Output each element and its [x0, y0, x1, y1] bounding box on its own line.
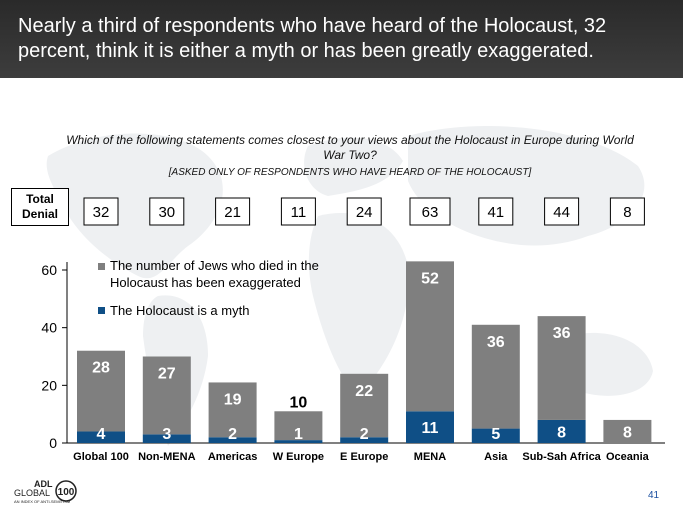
total-denial-value: 30	[158, 204, 175, 221]
title-bar: Nearly a third of respondents who have h…	[0, 0, 683, 78]
data-label-exaggerated: 36	[487, 334, 505, 351]
x-category-label: Non-MENA	[138, 451, 195, 463]
total-denial-value: 8	[623, 204, 631, 221]
world-map-background	[46, 126, 653, 446]
total-denial-label-line2: Denial	[21, 207, 58, 221]
logo-global: GLOBAL	[14, 488, 50, 498]
slide-title: Nearly a third of respondents who have h…	[18, 15, 607, 62]
data-label-myth: 8	[557, 424, 566, 441]
data-label-myth: 1	[294, 426, 303, 443]
logo-tagline: AN INDEX OF ANTI-SEMITISM	[14, 499, 70, 504]
bar-exaggerated	[471, 324, 520, 429]
bar-exaggerated	[77, 350, 125, 432]
total-denial-box	[280, 197, 316, 226]
bar-exaggerated	[406, 261, 454, 412]
bar-exaggerated	[340, 373, 389, 438]
data-label-exaggerated: 22	[355, 383, 373, 400]
total-denial-value: 44	[553, 204, 570, 221]
x-category-label: Oceania	[606, 451, 650, 463]
logo-number: 100	[58, 487, 75, 498]
legend-label-myth: The Holocaust is a myth	[110, 303, 249, 318]
bar-myth	[406, 411, 454, 443]
bar-myth	[274, 440, 323, 443]
data-label-exaggerated: 10	[290, 394, 308, 411]
data-label-myth: 2	[360, 426, 369, 443]
data-label-exaggerated: 28	[92, 360, 110, 377]
bar-exaggerated	[142, 356, 191, 435]
bar-myth	[340, 437, 389, 443]
total-denial-value: 41	[487, 204, 504, 221]
total-denial-label-line1: Total	[26, 192, 54, 206]
bar-myth	[471, 428, 520, 443]
data-label-exaggerated: 19	[224, 391, 242, 408]
data-label-myth: 5	[491, 426, 500, 443]
legend-swatch-exaggerated	[98, 263, 105, 270]
y-tick-label: 40	[41, 320, 57, 336]
total-denial-box	[346, 197, 382, 226]
total-denial-box	[149, 197, 185, 226]
y-tick-label: 0	[49, 435, 57, 451]
total-denial-value: 32	[93, 204, 110, 221]
data-label-myth: 2	[228, 426, 237, 443]
data-label-myth: 11	[422, 420, 439, 437]
x-category-label: Asia	[484, 451, 508, 463]
x-category-label: E Europe	[340, 451, 388, 463]
survey-question: Which of the following statements comes …	[66, 133, 634, 162]
logo-adl: ADL	[34, 479, 53, 489]
total-denial-value: 63	[422, 204, 439, 221]
y-tick-label: 20	[41, 377, 57, 393]
data-label-myth: 3	[162, 426, 171, 443]
total-denial-value: 24	[356, 204, 373, 221]
bar-exaggerated	[603, 419, 652, 443]
x-category-label: MENA	[414, 451, 446, 463]
total-denial-box	[609, 197, 645, 226]
x-category-label: W Europe	[273, 451, 324, 463]
total-denial-box	[83, 197, 119, 226]
total-denial-box	[409, 197, 451, 226]
x-category-label: Global 100	[73, 451, 129, 463]
total-denial-value: 21	[224, 204, 241, 221]
total-denial-box	[478, 197, 514, 226]
bar-exaggerated	[208, 382, 257, 438]
total-denial-label: Total Denial	[11, 188, 69, 226]
data-label-exaggerated: 36	[553, 325, 571, 342]
total-denial-value: 11	[291, 204, 307, 221]
x-category-label: Americas	[208, 451, 258, 463]
data-label-exaggerated: 27	[158, 366, 176, 383]
legend-label-exaggerated-line2: Holocaust has been exaggerated	[110, 275, 301, 290]
bar-myth	[537, 419, 586, 443]
page-number: 41	[648, 490, 660, 501]
bar-myth	[77, 431, 125, 443]
legend-label-exaggerated-line1: The number of Jews who died in the	[110, 258, 319, 273]
x-category-label: Sub-Sah Africa	[522, 451, 601, 463]
data-label-myth: 4	[97, 426, 106, 443]
survey-note: [ASKED ONLY OF RESPONDENTS WHO HAVE HEAR…	[168, 167, 532, 178]
bar-myth	[142, 434, 191, 443]
total-denial-box	[544, 197, 580, 226]
bar-exaggerated	[274, 411, 323, 441]
legend-swatch-myth	[98, 307, 105, 314]
adl-global-100-logo: ADL GLOBAL 100 AN INDEX OF ANTI-SEMITISM	[14, 479, 77, 504]
data-label-exaggerated: 52	[421, 270, 439, 287]
y-tick-label: 60	[41, 262, 57, 278]
data-label-exaggerated: 8	[623, 424, 632, 441]
total-denial-box	[215, 197, 251, 226]
bar-exaggerated	[537, 316, 586, 420]
bar-myth	[208, 437, 257, 443]
